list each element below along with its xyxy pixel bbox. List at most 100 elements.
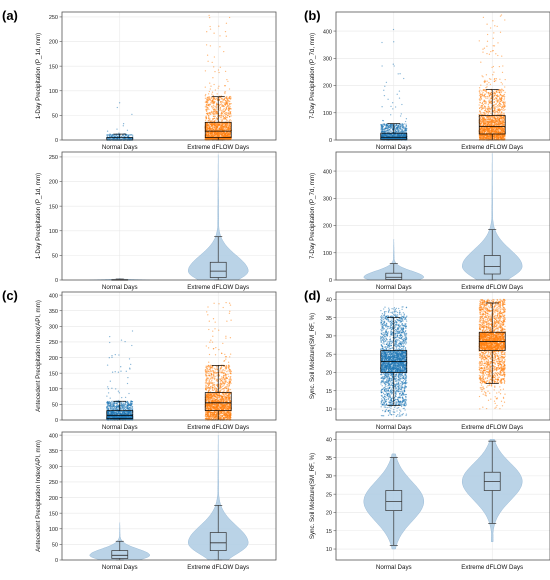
data-point xyxy=(120,135,122,138)
data-point xyxy=(214,89,217,91)
data-point xyxy=(399,115,402,117)
data-point xyxy=(499,31,502,33)
data-point xyxy=(218,25,220,27)
data-point xyxy=(214,113,216,115)
data-point xyxy=(226,97,228,99)
data-point xyxy=(492,105,494,107)
data-point xyxy=(390,114,392,116)
data-point xyxy=(392,102,394,104)
data-point xyxy=(483,94,485,96)
data-point xyxy=(210,133,212,135)
data-point xyxy=(226,119,228,122)
data-point xyxy=(406,127,408,130)
data-point xyxy=(213,126,215,128)
data-point xyxy=(382,128,384,130)
data-point xyxy=(211,124,214,126)
data-point xyxy=(206,100,208,102)
data-point xyxy=(478,107,481,109)
data-point xyxy=(226,116,228,119)
data-point xyxy=(209,99,211,101)
data-point xyxy=(209,88,211,90)
data-point xyxy=(223,134,226,136)
data-point xyxy=(215,103,218,105)
data-point xyxy=(494,25,496,27)
data-point xyxy=(228,16,231,19)
data-point xyxy=(228,88,231,90)
data-point xyxy=(126,129,129,131)
data-point xyxy=(220,116,223,118)
data-point xyxy=(482,100,485,102)
data-point xyxy=(398,97,401,99)
data-point xyxy=(111,135,113,137)
data-point xyxy=(382,125,384,128)
data-point xyxy=(213,110,215,112)
data-point xyxy=(495,106,498,108)
data-point xyxy=(204,95,206,97)
y-axis-label: 1-Day Precipitation (P_1d, mm) xyxy=(35,173,42,259)
data-point xyxy=(211,105,213,107)
data-point xyxy=(394,127,396,129)
y-tick-label: 250 xyxy=(49,155,58,161)
data-point xyxy=(224,116,227,118)
data-point xyxy=(230,97,232,100)
data-point xyxy=(213,56,216,58)
data-point xyxy=(228,119,231,122)
data-point xyxy=(491,66,493,69)
data-point xyxy=(215,122,217,125)
data-point xyxy=(482,103,485,106)
data-point xyxy=(212,111,215,113)
data-point xyxy=(128,134,130,136)
data-point xyxy=(216,99,219,101)
data-point xyxy=(122,123,125,125)
data-point xyxy=(206,107,209,109)
data-point xyxy=(211,107,214,109)
data-point xyxy=(391,134,393,137)
data-point xyxy=(217,123,219,125)
panel-label: (d) xyxy=(304,288,321,303)
data-point xyxy=(214,133,216,135)
data-point xyxy=(209,45,212,47)
data-point xyxy=(106,130,109,132)
data-point xyxy=(209,131,212,133)
data-point xyxy=(229,106,231,108)
data-point xyxy=(209,128,211,130)
data-point xyxy=(210,113,212,115)
data-point xyxy=(208,96,210,98)
data-point xyxy=(209,98,211,100)
data-point xyxy=(211,91,214,93)
y-tick-label: 300 xyxy=(323,56,332,62)
data-point xyxy=(221,128,224,130)
data-point xyxy=(504,78,506,81)
data-point xyxy=(479,92,481,95)
data-point xyxy=(215,98,218,100)
data-point xyxy=(382,135,384,137)
data-point xyxy=(212,128,215,131)
data-point xyxy=(212,97,214,99)
data-point xyxy=(107,134,109,136)
data-point xyxy=(227,127,229,129)
data-point xyxy=(382,123,384,125)
data-point xyxy=(486,107,488,110)
data-point xyxy=(222,116,225,118)
data-point xyxy=(116,106,118,109)
data-point xyxy=(481,129,483,132)
data-point xyxy=(488,99,490,101)
data-point xyxy=(490,78,492,80)
data-point xyxy=(227,131,229,133)
data-point xyxy=(485,111,487,113)
data-point xyxy=(215,134,217,136)
data-point xyxy=(210,111,213,114)
data-point xyxy=(405,123,407,125)
data-point xyxy=(212,117,215,120)
data-point xyxy=(230,108,232,110)
data-point xyxy=(219,108,222,110)
data-point xyxy=(228,128,230,130)
data-point xyxy=(499,15,502,17)
data-point xyxy=(487,111,489,114)
data-point xyxy=(495,100,497,102)
data-point xyxy=(223,133,225,135)
data-point xyxy=(220,129,222,131)
data-point xyxy=(496,91,498,93)
data-point xyxy=(130,138,132,140)
